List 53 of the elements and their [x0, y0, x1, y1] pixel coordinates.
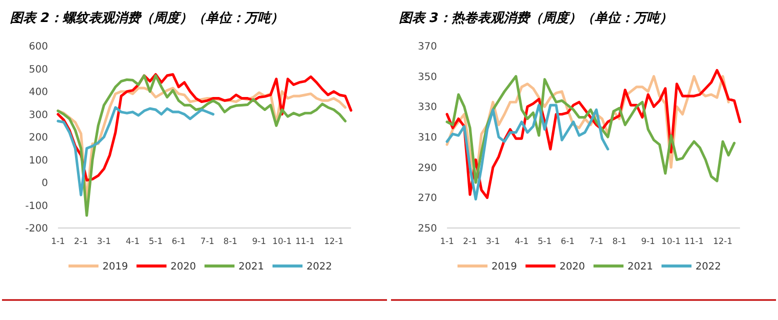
y-tick-label: 330	[418, 102, 437, 114]
x-tick-label: 10-1	[661, 237, 681, 247]
y-tick-label: -100	[25, 200, 48, 212]
y-tick-label: 100	[28, 155, 48, 166]
x-tick-label: 10-1	[272, 237, 292, 247]
x-tick-label: 7-1	[200, 237, 214, 247]
x-tick-label: 5-1	[148, 237, 163, 247]
x-tick-label: 3-1	[97, 237, 111, 247]
x-tick-label: 8-1	[612, 237, 626, 247]
y-tick-label: 290	[418, 162, 437, 174]
x-tick-label: 2-1	[463, 237, 477, 247]
line-series	[446, 104, 610, 200]
x-tick-label: 11-1	[684, 237, 704, 247]
x-tick-label: 12-1	[713, 237, 732, 247]
x-tick-label: 11-1	[295, 237, 315, 247]
y-tick-label: 270	[418, 193, 437, 204]
x-tick-label: 1-1	[51, 237, 65, 247]
y-tick-label: 400	[28, 87, 48, 98]
y-tick-label: 350	[418, 72, 437, 83]
y-tick-label: 250	[418, 224, 437, 234]
x-tick-label: 8-1	[223, 237, 238, 247]
x-tick-label: 2-1	[74, 237, 88, 247]
x-tick-label: 4-1	[126, 237, 140, 247]
legend-label: 2022	[696, 262, 721, 272]
x-tick-label: 9-1	[641, 237, 656, 247]
legend-label: 2021	[238, 262, 264, 272]
y-tick-label: 300	[28, 110, 48, 121]
legend-label: 2019	[492, 262, 517, 272]
x-tick-label: 6-1	[560, 237, 575, 247]
y-tick-label: 200	[28, 132, 48, 144]
x-tick-label: 9-1	[252, 237, 266, 247]
y-tick-label: 500	[28, 64, 48, 76]
x-tick-label: 12-1	[324, 237, 344, 247]
chart-title: 图表 2：螺纹表观消费（周度）（单位：万吨）	[10, 10, 284, 26]
y-tick-label: 600	[28, 42, 48, 52]
y-tick-label: 0	[42, 178, 48, 189]
x-tick-label: 6-1	[172, 237, 186, 247]
y-tick-label: -200	[25, 224, 48, 234]
x-tick-label: 7-1	[589, 237, 604, 247]
x-tick-label: 5-1	[538, 237, 552, 247]
legend-label: 2020	[560, 262, 585, 272]
chart-title: 图表 3：热卷表观消费（周度）（单位：万吨）	[399, 10, 673, 26]
legend-label: 2022	[306, 262, 332, 272]
y-tick-label: 370	[418, 42, 437, 52]
legend-label: 2019	[102, 262, 128, 272]
legend-label: 2021	[628, 262, 653, 272]
x-tick-label: 1-1	[440, 237, 454, 247]
y-tick-label: 310	[418, 132, 437, 144]
x-tick-label: 4-1	[514, 237, 529, 247]
line-series	[56, 74, 347, 217]
line-series	[56, 106, 214, 196]
legend-label: 2020	[170, 262, 196, 272]
x-tick-label: 3-1	[486, 237, 500, 247]
